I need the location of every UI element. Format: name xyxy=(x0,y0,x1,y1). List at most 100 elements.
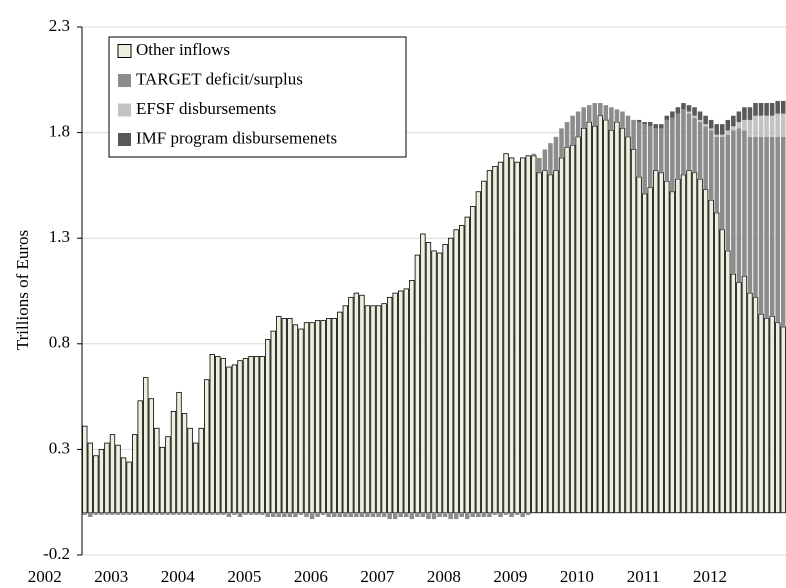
bar-segment xyxy=(370,512,376,517)
bar-segment xyxy=(110,512,115,515)
bar-segment xyxy=(337,311,343,514)
bar-segment xyxy=(725,130,731,135)
bar-segment xyxy=(531,155,537,514)
x-tick-label: 2008 xyxy=(427,567,461,586)
bar-segment xyxy=(536,172,542,514)
bar-segment xyxy=(642,122,647,125)
bar-segment xyxy=(742,130,747,277)
bar-segment xyxy=(609,107,614,131)
bar-segment xyxy=(265,339,271,514)
bar-segment xyxy=(375,305,382,514)
bar-segment xyxy=(559,128,564,158)
legend-label: TARGET deficit/surplus xyxy=(136,69,303,88)
bar-segment xyxy=(509,512,514,517)
bar-segment xyxy=(708,128,714,131)
y-tick-label: 0.8 xyxy=(49,333,70,352)
bar-segment xyxy=(420,233,426,514)
bar-segment xyxy=(564,146,570,514)
bar-segment xyxy=(404,512,409,517)
bar-segment xyxy=(315,512,320,517)
bar-segment xyxy=(753,103,758,116)
bar-segment xyxy=(486,170,493,514)
bar-segment xyxy=(409,280,415,514)
bar-segment xyxy=(714,136,719,213)
bar-segment xyxy=(569,144,576,514)
bar-segment xyxy=(603,119,609,514)
bar-segment xyxy=(326,318,332,514)
bar-segment xyxy=(298,328,304,514)
bar-segment xyxy=(525,155,531,514)
bar-segment xyxy=(686,113,692,171)
bar-segment xyxy=(226,512,232,517)
bar-segment xyxy=(365,512,370,517)
bar-segment xyxy=(398,290,404,514)
bar-segment xyxy=(414,254,421,514)
bar-segment xyxy=(719,136,725,230)
bar-segment xyxy=(160,512,165,515)
bar-segment xyxy=(503,512,509,515)
bar-segment xyxy=(165,436,171,514)
bar-segment xyxy=(553,136,559,171)
bar-segment xyxy=(437,512,442,517)
bar-segment xyxy=(681,109,686,175)
bar-segment xyxy=(719,229,725,514)
bar-segment xyxy=(276,315,282,514)
bar-segment xyxy=(198,512,204,515)
bar-segment xyxy=(531,153,537,156)
bar-segment xyxy=(747,292,753,514)
bar-segment xyxy=(331,318,337,514)
bar-segment xyxy=(126,461,132,514)
bar-segment xyxy=(636,119,642,123)
bar-segment xyxy=(736,128,742,283)
bar-segment xyxy=(104,442,110,514)
bar-segment xyxy=(204,512,209,515)
bar-segment xyxy=(453,229,459,514)
bar-segment xyxy=(181,413,188,514)
bar-segment xyxy=(697,122,703,180)
bar-segment xyxy=(243,512,248,515)
bar-segment xyxy=(231,364,238,514)
bar-segment xyxy=(614,109,620,123)
bar-segment xyxy=(149,512,154,515)
bar-segment xyxy=(298,512,304,515)
bar-segment xyxy=(82,425,88,514)
bar-segment xyxy=(503,153,509,514)
legend-label: Other inflows xyxy=(136,40,230,59)
bar-segment xyxy=(736,282,742,514)
bar-segment xyxy=(741,275,748,514)
bar-segment xyxy=(620,111,625,129)
bar-segment xyxy=(287,318,293,514)
bar-segment xyxy=(442,244,448,514)
bar-segment xyxy=(193,512,198,515)
bar-segment xyxy=(780,113,786,137)
bar-segment xyxy=(359,294,365,514)
bar-segment xyxy=(409,512,415,520)
y-tick-label: 1.3 xyxy=(49,227,70,246)
x-tick-label: 2007 xyxy=(360,567,395,586)
bar-segment xyxy=(470,206,476,514)
bar-segment xyxy=(426,512,431,520)
bar-segment xyxy=(702,189,709,514)
bar-segment xyxy=(475,191,482,514)
bar-segment xyxy=(343,512,348,517)
bar-segment xyxy=(697,111,703,120)
x-tick-label: 2011 xyxy=(627,567,660,586)
bar-segment xyxy=(747,136,753,294)
bar-segment xyxy=(780,326,786,514)
bar-segment xyxy=(309,512,315,520)
bar-segment xyxy=(121,512,126,515)
bar-segment xyxy=(487,512,492,517)
y-tick-label: 2.3 xyxy=(49,16,70,35)
bar-segment xyxy=(93,512,99,515)
bar-segment xyxy=(675,107,681,114)
bar-segment xyxy=(165,512,171,515)
bar-segment xyxy=(448,512,453,520)
bar-segment xyxy=(697,119,703,123)
bar-segment xyxy=(187,512,193,515)
bar-segment xyxy=(586,105,592,123)
bar-segment xyxy=(287,512,293,517)
bar-segment xyxy=(641,193,648,514)
bar-segment xyxy=(719,134,725,137)
bar-segment xyxy=(403,288,409,514)
bar-segment xyxy=(747,107,753,120)
